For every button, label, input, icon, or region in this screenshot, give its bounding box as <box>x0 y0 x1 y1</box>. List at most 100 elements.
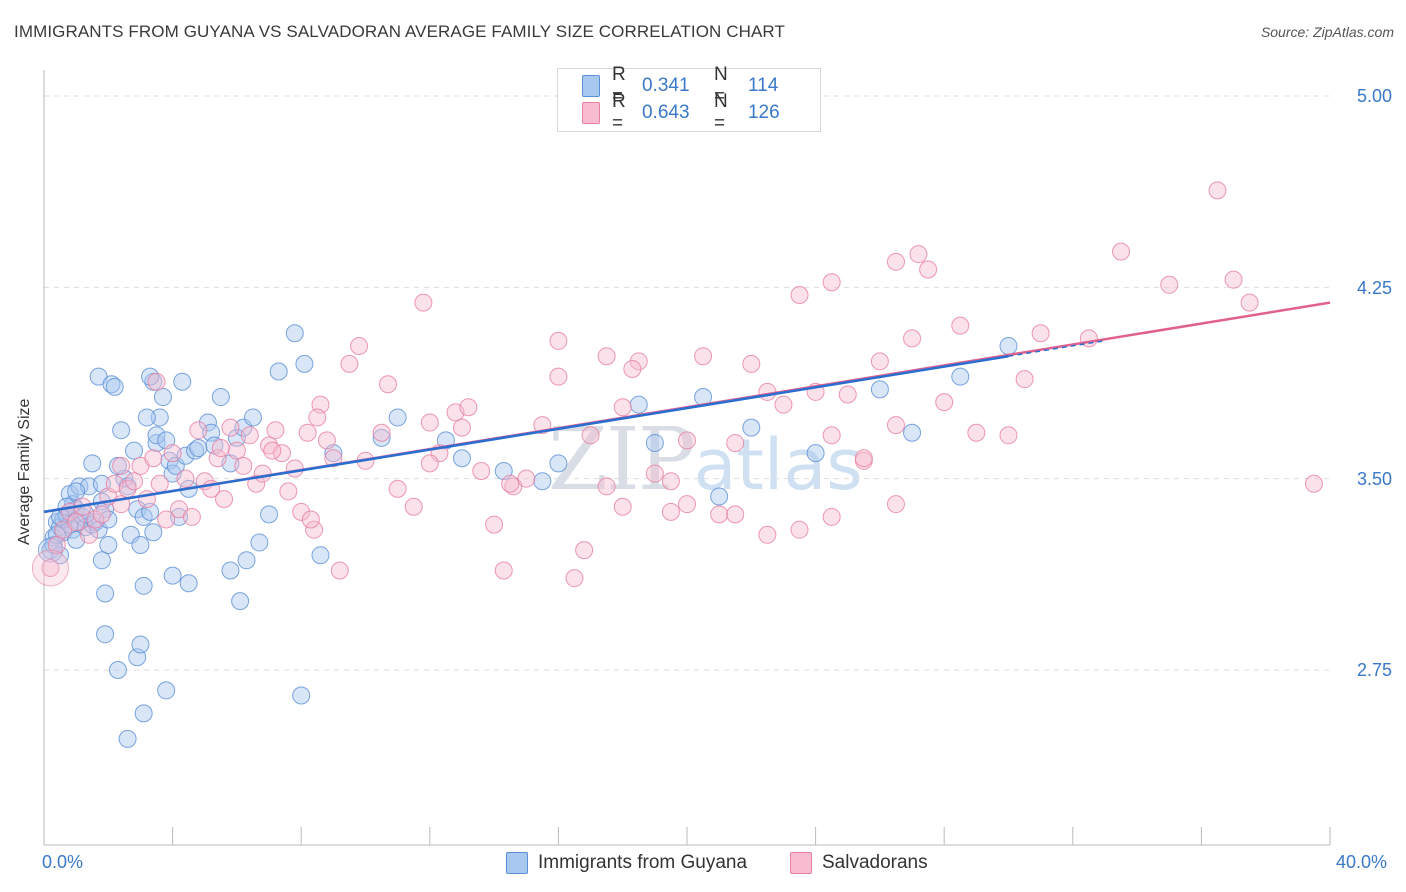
legend-item-salvadoran[interactable]: Salvadorans <box>790 852 928 874</box>
data-point-guyana <box>951 367 970 386</box>
data-point-guyana <box>285 324 304 343</box>
data-point-salvadoran <box>999 426 1018 445</box>
legend-swatch-guyana <box>582 75 600 97</box>
data-point-salvadoran <box>47 535 66 554</box>
data-point-guyana <box>198 413 217 432</box>
stats-legend: R = 0.341 N = 114 R = 0.643 N = 126 <box>557 64 821 134</box>
data-point-salvadoran <box>67 513 86 532</box>
legend-r-value: 0.341 <box>641 75 690 96</box>
legend-label-guyana: Immigrants from Guyana <box>538 852 748 873</box>
data-point-salvadoran <box>163 444 182 463</box>
data-point-salvadoran <box>112 456 131 475</box>
data-point-guyana <box>67 482 86 501</box>
data-point-salvadoran <box>613 497 632 516</box>
data-point-salvadoran <box>645 464 664 483</box>
legend-item-guyana[interactable]: Immigrants from Guyana <box>506 852 747 874</box>
data-point-guyana <box>211 388 230 407</box>
data-point-guyana <box>83 454 102 473</box>
data-point-guyana <box>186 441 205 460</box>
series-salvadoran-points <box>31 181 1323 588</box>
data-point-salvadoran <box>459 398 478 417</box>
data-point-salvadoran <box>472 462 491 481</box>
data-point-salvadoran <box>1224 270 1243 289</box>
axes <box>43 70 1331 846</box>
data-point-salvadoran <box>678 495 696 514</box>
data-point-salvadoran <box>597 477 616 496</box>
data-point-salvadoran <box>694 347 713 366</box>
data-point-guyana <box>311 546 330 565</box>
y-tick-label-3.50: 3.50 <box>1356 469 1392 489</box>
data-point-salvadoran <box>501 474 520 493</box>
trend-lines <box>43 301 1331 514</box>
data-point-guyana <box>112 421 131 440</box>
data-point-guyana <box>388 408 407 427</box>
y-tick-label-2.75: 2.75 <box>1356 660 1392 680</box>
trend-line-guyana-extension <box>1008 339 1106 357</box>
legend-r-label: R = <box>611 91 626 134</box>
data-point-guyana <box>173 372 192 391</box>
data-point-salvadoran <box>324 449 343 468</box>
y-tick-label-5.00: 5.00 <box>1356 86 1392 106</box>
data-point-salvadoran <box>330 561 349 580</box>
data-point-salvadoran <box>565 569 584 588</box>
series-guyana-points <box>37 324 1018 748</box>
data-point-salvadoran <box>575 541 594 560</box>
data-point-guyana <box>134 576 153 595</box>
data-point-guyana <box>125 441 144 460</box>
data-point-guyana <box>806 444 825 463</box>
data-point-salvadoran <box>1015 370 1034 389</box>
legend-n-label: N = <box>713 91 728 134</box>
series-legend: Immigrants from Guyana Salvadorans <box>0 852 1406 878</box>
data-point-salvadoran <box>935 393 954 412</box>
trend-line-guyana <box>43 354 1009 514</box>
data-point-guyana <box>102 375 121 394</box>
source-label: Source: ZipAtlas.com <box>1260 24 1394 40</box>
data-point-salvadoran <box>517 469 536 488</box>
data-point-guyana <box>134 704 153 723</box>
data-point-guyana <box>645 433 664 452</box>
y-axis-label: Average Family Size <box>16 398 33 545</box>
data-point-salvadoran <box>790 520 809 539</box>
data-point-salvadoran <box>903 329 922 348</box>
data-point-salvadoran <box>967 423 986 442</box>
data-point-salvadoran <box>157 510 176 529</box>
data-point-salvadoran <box>221 418 240 437</box>
data-point-salvadoran <box>144 449 163 468</box>
data-point-salvadoran <box>420 454 439 473</box>
data-point-guyana <box>452 449 471 468</box>
legend-n-label: N = <box>713 64 728 107</box>
data-point-guyana <box>99 535 118 554</box>
data-point-guyana <box>221 561 240 580</box>
data-point-guyana <box>999 337 1018 356</box>
data-point-guyana <box>533 472 552 491</box>
data-point-salvadoran <box>742 354 761 373</box>
data-point-salvadoran <box>215 490 234 509</box>
legend-n-value: 114 <box>747 75 779 96</box>
data-point-guyana <box>118 729 137 748</box>
data-point-guyana <box>70 477 89 496</box>
chart-title: IMMIGRANTS FROM GUYANA VS SALVADORAN AVE… <box>14 22 785 41</box>
data-point-salvadoran <box>266 421 285 440</box>
data-point-salvadoran <box>838 385 857 404</box>
data-point-salvadoran <box>758 525 777 544</box>
data-point-salvadoran <box>661 502 680 521</box>
data-point-salvadoran <box>176 469 195 488</box>
data-point-salvadoran <box>292 502 311 521</box>
data-point-salvadoran <box>41 558 60 577</box>
data-point-salvadoran <box>305 520 324 539</box>
data-point-salvadoran <box>661 472 680 491</box>
data-point-salvadoran <box>726 433 745 452</box>
data-point-salvadoran <box>485 515 504 534</box>
data-point-salvadoran <box>597 347 616 366</box>
data-point-guyana <box>131 635 150 654</box>
data-point-salvadoran <box>388 479 407 498</box>
data-point-salvadoran <box>420 413 439 432</box>
data-point-salvadoran <box>678 431 696 450</box>
data-point-salvadoran <box>774 395 793 414</box>
legend-r-value: 0.643 <box>641 102 690 123</box>
x-tick-label-min: 0.0% <box>42 852 84 872</box>
data-point-salvadoran <box>909 245 928 264</box>
data-point-salvadoran <box>919 260 938 279</box>
data-point-salvadoran <box>710 505 729 524</box>
